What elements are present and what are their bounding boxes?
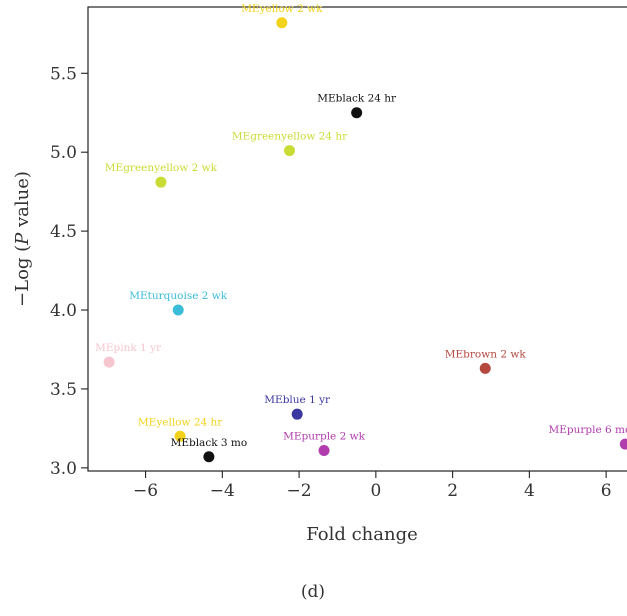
data-point-label: MEbrown 2 wk [445, 348, 527, 360]
data-point [172, 304, 184, 316]
data-point [283, 145, 295, 157]
x-tick-label: −6 [133, 481, 158, 501]
data-point-label: MEblack 3 mo [171, 437, 248, 449]
x-tick-label: 0 [370, 481, 381, 501]
data-point [291, 408, 303, 420]
panel-label: (d) [301, 582, 325, 602]
y-axis: 3.0 3.5 4.0 4.5 5.0 5.5 [50, 64, 88, 479]
y-tick-label: 3.5 [50, 380, 77, 400]
data-point-label: MEpink 1 yr [95, 342, 162, 354]
y-tick-label: 4.0 [50, 301, 77, 321]
x-tick-label: 2 [447, 481, 458, 501]
x-axis: −6 −4 −2 0 2 4 6 [133, 471, 612, 501]
y-tick-label: 4.5 [50, 222, 77, 242]
data-point-label: MEyellow 24 hr [138, 416, 223, 428]
data-point-label: MEgreenyellow 24 hr [232, 131, 348, 143]
data-point-label: MEblack 24 hr [317, 93, 397, 105]
data-point-label: MEyellow 2 wk [241, 3, 323, 15]
y-tick-label: 5.5 [50, 64, 77, 84]
y-tick-label: 3.0 [50, 459, 77, 479]
x-tick-label: −4 [210, 481, 235, 501]
y-axis-label-prefix: −Log ( [12, 245, 33, 307]
x-tick-label: −2 [287, 481, 312, 501]
x-tick-label: 4 [524, 481, 535, 501]
data-point-label: MEturquoise 2 wk [129, 290, 228, 302]
data-point-label: MEblue 1 yr [264, 394, 331, 406]
data-point-label: MEgreenyellow 2 wk [105, 162, 218, 174]
data-point [174, 430, 186, 442]
data-point [479, 362, 491, 374]
data-point-label: MEpurple 6 mo [548, 424, 627, 436]
x-tick-label: 6 [601, 481, 612, 501]
y-axis-label-italic: P [12, 232, 33, 246]
data-point [276, 17, 288, 29]
data-point [351, 107, 363, 119]
x-axis-label: Fold change [306, 524, 418, 545]
y-axis-label: −Log (P value) [12, 171, 33, 307]
data-point [155, 176, 167, 188]
plot-frame [87, 6, 627, 472]
data-point [203, 451, 215, 463]
y-tick-label: 5.0 [50, 143, 77, 163]
data-point [619, 438, 627, 450]
y-axis-label-suffix: value) [12, 171, 33, 233]
data-point [103, 356, 115, 368]
data-points: MEyellow 2 wk MEblack 24 hr MEgreenyellow … [95, 3, 627, 463]
data-point-label: MEpurple 2 wk [283, 430, 366, 442]
data-point [318, 444, 330, 456]
